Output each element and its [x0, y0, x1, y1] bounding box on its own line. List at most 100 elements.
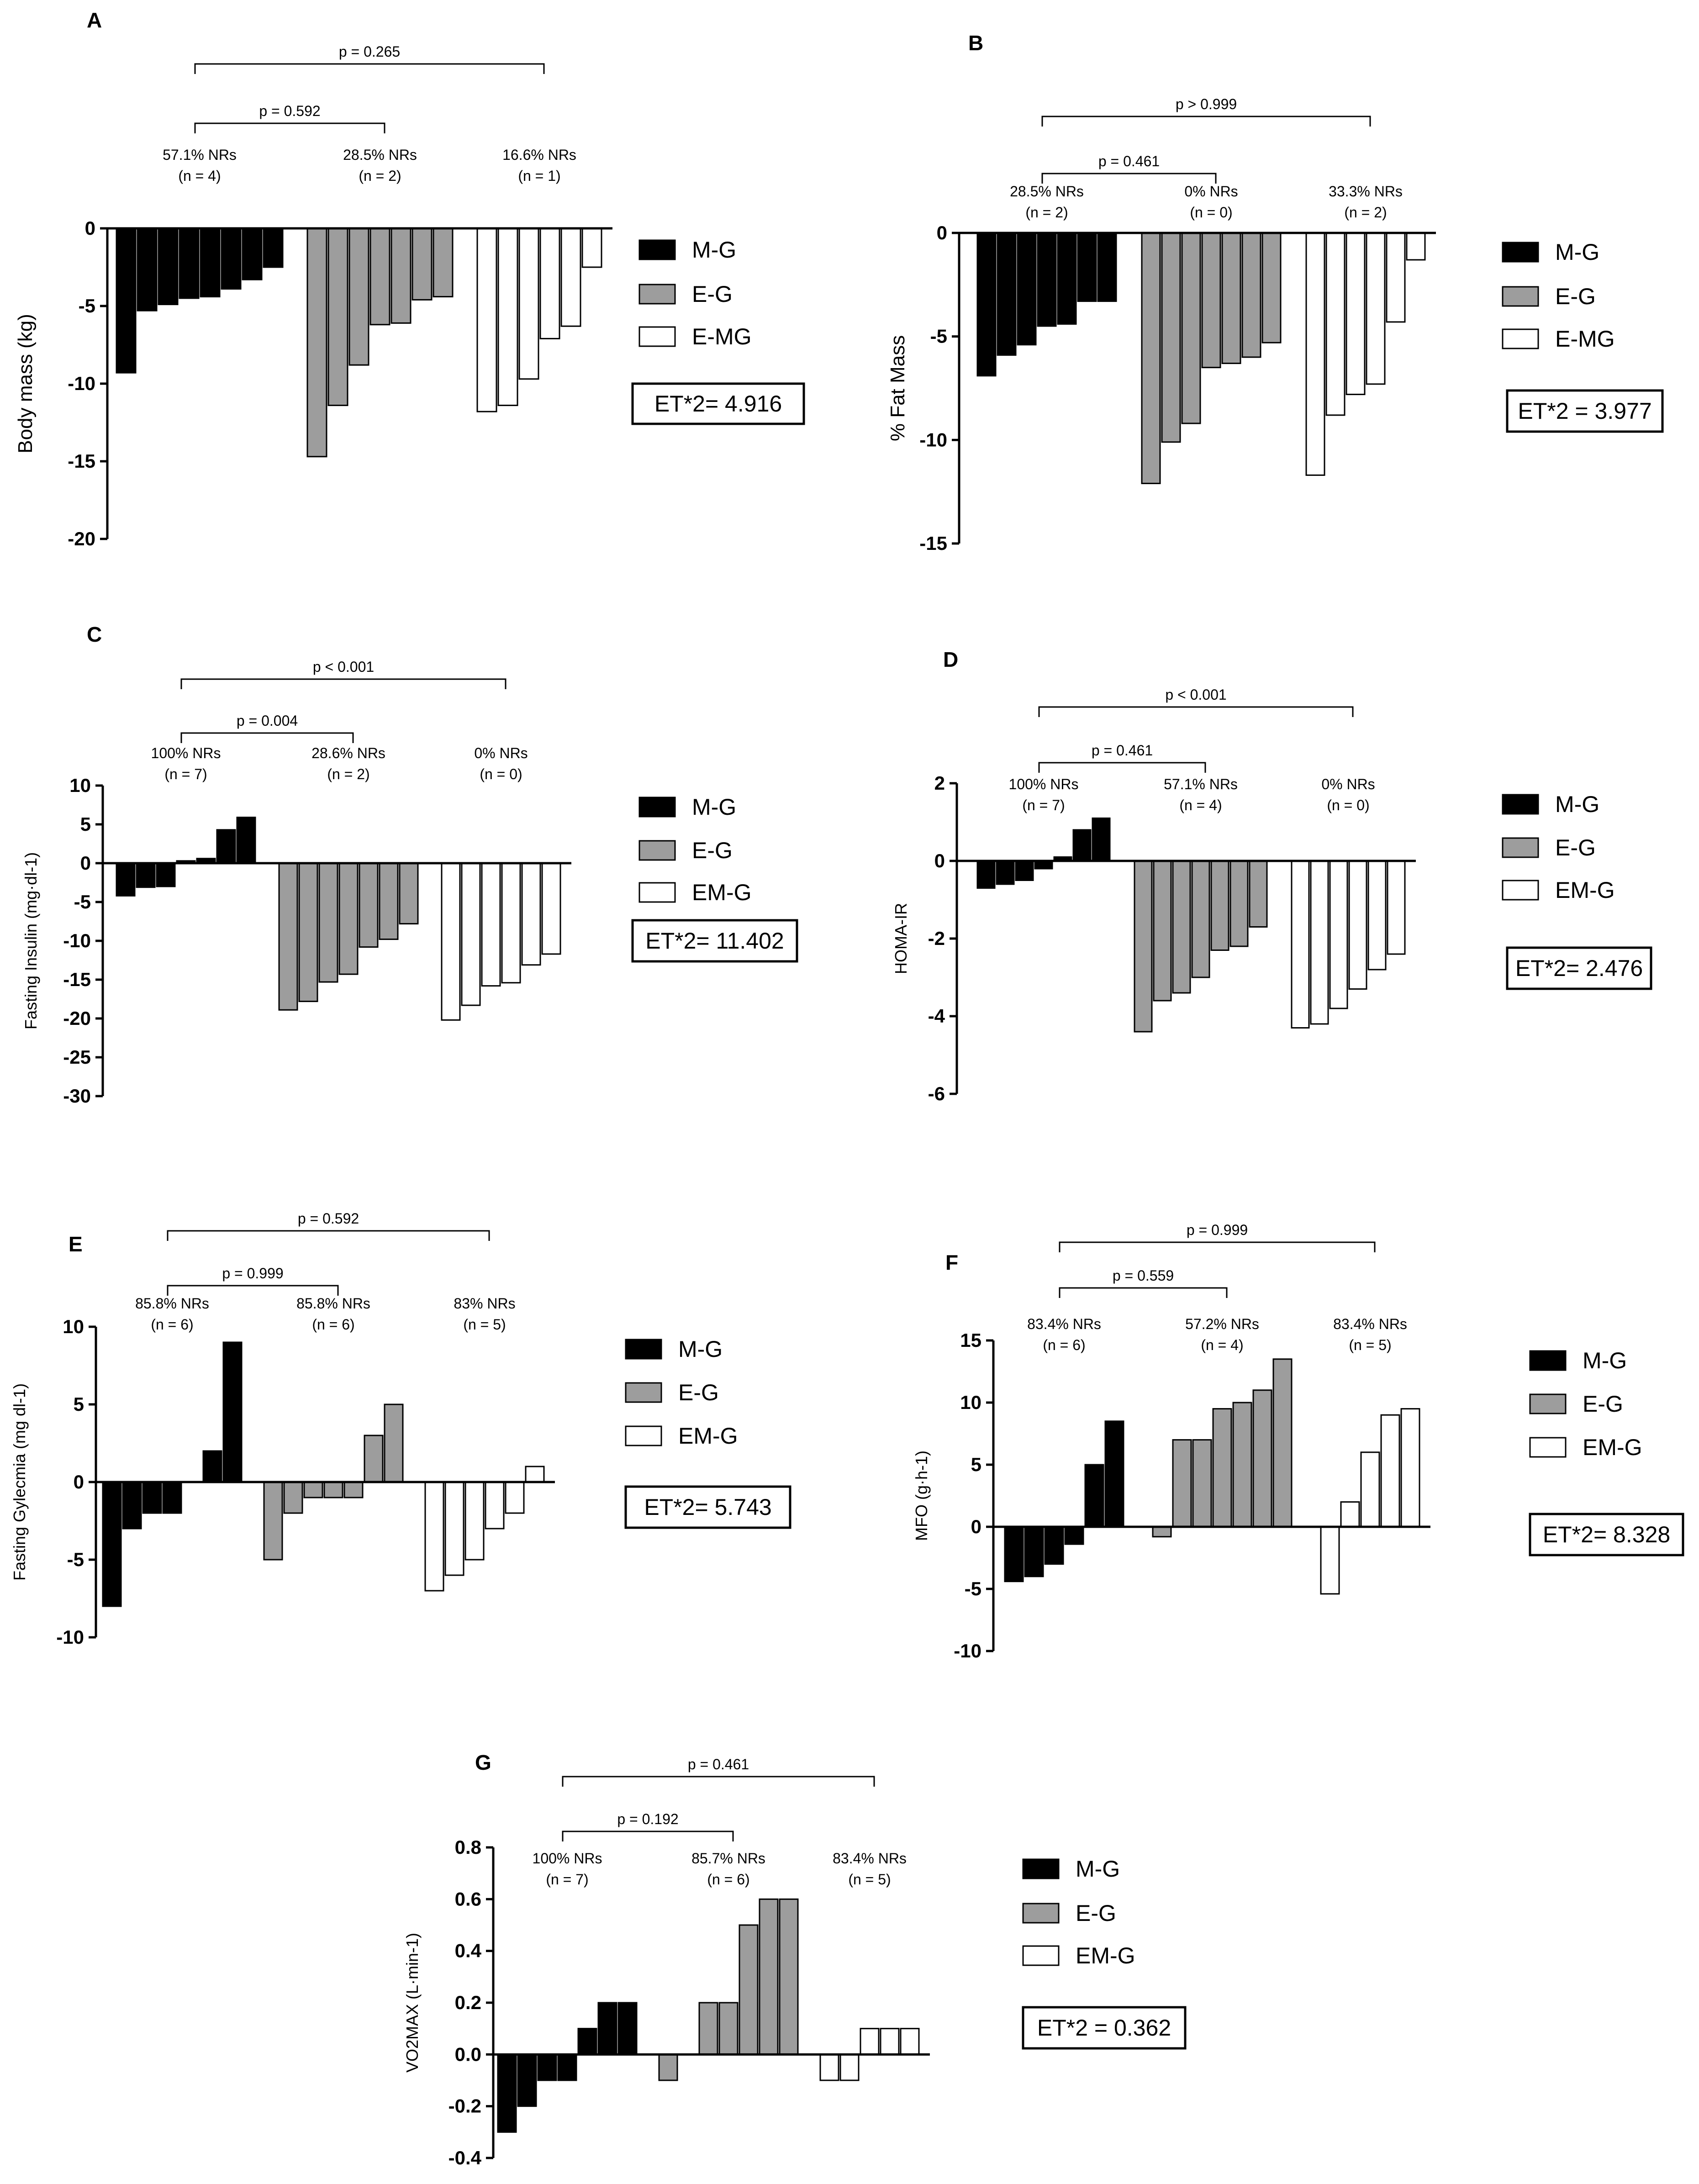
bar-e-g-4	[369, 227, 390, 326]
panel-a: A 0 -5 -10 -15 -20 Body mass (kg) 57.1% NRs (n =…	[14, 8, 805, 549]
legend-swatch-em-g	[638, 882, 676, 903]
bar-em-g-3	[1360, 1451, 1380, 1528]
bar-m-g-4	[1034, 860, 1053, 870]
comparison-bracket	[180, 732, 354, 743]
legend-label: E-MG	[692, 324, 752, 349]
et-box	[1506, 946, 1652, 990]
bar-em-g-3	[464, 1481, 485, 1561]
bar-e-mg-3	[518, 227, 539, 380]
bar-m-g-3	[537, 2053, 557, 2081]
p-value: p = 0.999	[222, 1265, 283, 1282]
bar-e-g-3	[698, 2002, 718, 2055]
bar-m-g-1	[116, 227, 137, 374]
bar-em-g-3	[481, 862, 501, 987]
nr-count: (n = 4)	[1201, 1337, 1243, 1353]
bar-m-g-4	[1064, 1526, 1084, 1545]
nr-percent: 57.1% NRs	[163, 147, 237, 163]
panel-d: D 2 0 -2 -4 -6 HOMA-IR 100% NRs (n = 7) 57.1% NRs…	[892, 648, 1652, 1104]
nr-percent: 16.6% NRs	[502, 147, 576, 163]
bar-em-g-6	[525, 1466, 545, 1483]
bar-e-g-5	[1221, 232, 1241, 364]
bar-e-g-7	[399, 862, 419, 925]
bar-e-g-6	[1252, 1389, 1272, 1528]
legend-swatch-e-g	[1502, 286, 1539, 307]
bar-e-g-6	[759, 1898, 779, 2055]
y-tick-label: -6	[928, 1083, 945, 1104]
bar-m-g-2	[136, 862, 156, 888]
nr-count: (n = 2)	[327, 766, 369, 782]
bar-em-g-1	[441, 862, 461, 1021]
y-tick-label: -20	[63, 1008, 91, 1029]
nr-percent: 83.4% NRs	[1333, 1316, 1407, 1332]
bar-em-g-4	[501, 862, 521, 984]
bar-m-g-1	[976, 232, 997, 377]
bar-e-g-1	[658, 2053, 678, 2081]
legend-label: EM-G	[1076, 1943, 1135, 1968]
bar-e-g-5	[359, 862, 379, 948]
nr-percent: 85.8% NRs	[296, 1295, 370, 1312]
comparison-bracket	[167, 1230, 490, 1241]
legend-label: M-G	[692, 794, 736, 820]
p-value: p = 0.265	[339, 43, 400, 60]
bar-e-g-7	[1261, 232, 1282, 343]
panel-letter: G	[475, 1751, 491, 1774]
y-tick-label: 0	[80, 852, 91, 874]
nr-count: (n = 5)	[463, 1316, 506, 1333]
bar-e-g-4	[718, 2002, 739, 2055]
legend-swatch-e-g	[1502, 837, 1539, 858]
y-tick-label: 10	[69, 775, 91, 796]
comparison-bracket	[180, 678, 507, 689]
bar-e-g-1	[306, 227, 327, 458]
bar-m-g-4	[557, 2053, 577, 2081]
bar-e-g-3	[318, 862, 338, 983]
y-tick-label: 15	[960, 1329, 981, 1351]
nr-count: (n = 0)	[480, 766, 522, 782]
nr-percent: 85.7% NRs	[691, 1850, 765, 1867]
y-tick-label: -20	[68, 528, 95, 549]
bar-m-g-2	[517, 2053, 537, 2107]
bar-em-g-4	[485, 1481, 505, 1530]
bar-e-g-6	[379, 862, 399, 940]
bar-e-g-1	[278, 862, 298, 1011]
et-box	[631, 382, 805, 425]
et-value: ET*2 = 0.362	[1037, 2015, 1171, 2041]
et-value: ET*2= 11.402	[645, 928, 784, 954]
bar-e-g-6	[364, 1435, 384, 1483]
legend-swatch-m-g	[638, 239, 676, 260]
comparison-bracket	[194, 122, 385, 133]
bar-e-mg-4	[539, 227, 560, 339]
y-tick-label: 0	[971, 1516, 981, 1537]
bar-m-g-3	[142, 1481, 162, 1514]
bar-em-g-3	[860, 2028, 880, 2055]
bar-em-g-6	[1387, 860, 1406, 955]
bar-m-g-7	[1092, 818, 1111, 862]
comparison-bracket	[1041, 173, 1217, 184]
y-tick-label: -0.4	[448, 2147, 482, 2168]
bar-e-g-3	[1172, 860, 1191, 994]
comparison-bracket	[1041, 116, 1371, 127]
et-value: ET*2= 2.476	[1515, 955, 1643, 981]
comparison-bracket	[1038, 706, 1354, 717]
legend-label: E-MG	[1555, 326, 1615, 352]
bar-em-g-2	[1310, 860, 1329, 1025]
comparison-bracket	[194, 63, 545, 74]
bar-e-mg-4	[1366, 232, 1386, 385]
nr-count: (n = 7)	[546, 1871, 588, 1888]
nr-count: (n = 4)	[1179, 797, 1222, 813]
panel-letter: A	[87, 8, 102, 32]
legend-label: EM-G	[1583, 1435, 1642, 1460]
bar-e-g-7	[1249, 860, 1268, 928]
nr-percent: 28.5% NRs	[343, 147, 417, 163]
comparison-bracket	[1059, 1287, 1228, 1298]
bar-e-g-6	[1241, 232, 1261, 358]
p-value: p < 0.001	[1165, 686, 1226, 703]
bar-m-g-2	[1024, 1526, 1044, 1577]
y-tick-label: -4	[928, 1005, 945, 1027]
legend-swatch-m-g	[1529, 1350, 1567, 1371]
bar-em-g-2	[461, 862, 481, 1006]
bar-e-g-3	[1181, 232, 1201, 424]
panel-letter: F	[945, 1250, 958, 1274]
y-axis-title: MFO (g·h-1)	[912, 1451, 931, 1541]
bar-e-g-2	[1172, 1439, 1192, 1528]
